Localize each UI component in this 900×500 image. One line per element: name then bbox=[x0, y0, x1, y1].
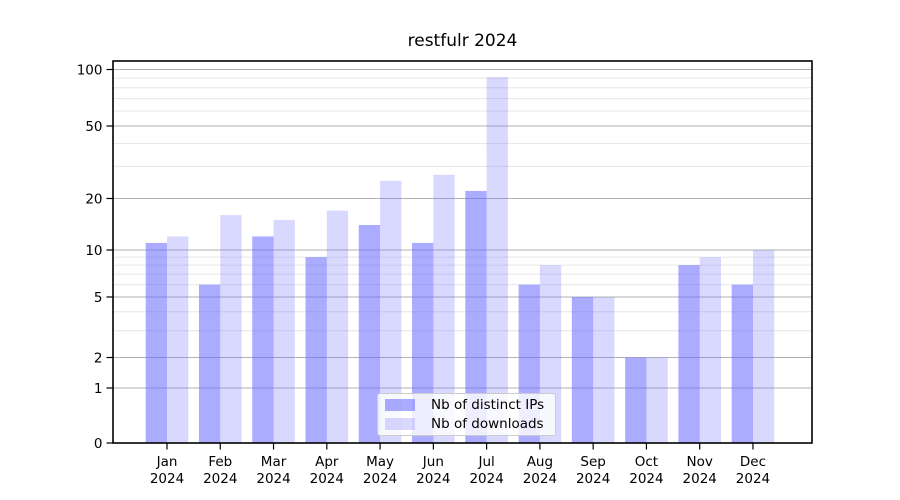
bar-ips-apr bbox=[305, 257, 327, 443]
bar-downloads-mar bbox=[273, 219, 295, 443]
x-tick-label-year-oct: 2024 bbox=[629, 471, 663, 487]
bar-downloads-nov bbox=[699, 257, 721, 443]
bar-downloads-apr bbox=[326, 210, 349, 443]
y-tick-label-0: 0 bbox=[94, 436, 103, 452]
legend-label-downloads: Nb of downloads bbox=[431, 416, 544, 432]
bar-ips-feb bbox=[198, 284, 221, 443]
y-tick-label-50: 50 bbox=[85, 119, 102, 135]
legend-label-distinct-ips: Nb of distinct IPs bbox=[431, 397, 545, 413]
bar-downloads-dec bbox=[752, 250, 775, 443]
bar-downloads-jun bbox=[433, 174, 455, 444]
bar-downloads-sep bbox=[593, 297, 615, 443]
bar-ips-oct bbox=[625, 357, 647, 443]
bar-downloads-jul bbox=[486, 77, 508, 444]
bar-downloads-may bbox=[380, 180, 402, 444]
legend-item-distinct-ips: Nb of distinct IPs bbox=[385, 397, 555, 413]
x-tick-label-year-aug: 2024 bbox=[523, 471, 557, 487]
bar-ips-mar bbox=[252, 236, 274, 443]
bar-ips-jun bbox=[412, 242, 434, 443]
x-tick-label-month-oct: Oct bbox=[635, 454, 658, 470]
x-tick-label-month-jun: Jun bbox=[422, 454, 444, 470]
x-tick-label-month-jul: Jul bbox=[477, 454, 494, 470]
bar-ips-jul bbox=[465, 190, 487, 443]
x-tick-label-month-mar: Mar bbox=[261, 454, 287, 470]
legend-swatch-distinct-ips bbox=[385, 399, 415, 411]
plot-border bbox=[112, 60, 813, 444]
y-tick-label-20: 20 bbox=[85, 191, 102, 207]
x-tick-label-year-nov: 2024 bbox=[683, 471, 717, 487]
x-tick-label-month-nov: Nov bbox=[687, 454, 713, 470]
x-tick-label-year-feb: 2024 bbox=[203, 471, 237, 487]
y-tick-label-5: 5 bbox=[94, 290, 103, 306]
x-tick-label-month-dec: Dec bbox=[740, 454, 766, 470]
legend: Nb of distinct IPs Nb of downloads bbox=[377, 393, 556, 436]
chart-title: restfulr 2024 bbox=[407, 31, 518, 51]
x-tick-label-year-mar: 2024 bbox=[256, 471, 290, 487]
bar-ips-nov bbox=[678, 265, 700, 443]
x-tick-label-month-jan: Jan bbox=[156, 454, 178, 470]
y-tick-label-100: 100 bbox=[77, 62, 103, 78]
bar-ips-jan bbox=[145, 242, 167, 443]
bar-downloads-feb bbox=[220, 215, 242, 443]
bar-downloads-jan bbox=[167, 236, 189, 443]
x-tick-label-year-apr: 2024 bbox=[310, 471, 344, 487]
x-tick-label-year-jul: 2024 bbox=[469, 471, 503, 487]
bar-downloads-oct bbox=[646, 357, 668, 443]
legend-swatch-downloads bbox=[385, 418, 415, 430]
x-tick-label-month-feb: Feb bbox=[208, 454, 232, 470]
bar-ips-sep bbox=[571, 297, 594, 443]
bar-ips-may bbox=[358, 225, 381, 443]
x-tick-label-month-sep: Sep bbox=[580, 454, 605, 470]
y-tick-label-2: 2 bbox=[94, 350, 103, 366]
x-tick-label-year-dec: 2024 bbox=[736, 471, 770, 487]
x-tick-label-year-jun: 2024 bbox=[416, 471, 450, 487]
y-tick-label-10: 10 bbox=[85, 243, 102, 259]
x-tick-label-year-jan: 2024 bbox=[150, 471, 184, 487]
x-tick-label-year-may: 2024 bbox=[363, 471, 397, 487]
legend-item-downloads: Nb of downloads bbox=[385, 416, 555, 432]
y-tick-label-1: 1 bbox=[94, 381, 103, 397]
bar-ips-dec bbox=[731, 284, 753, 443]
x-tick-label-month-aug: Aug bbox=[527, 454, 553, 470]
x-tick-label-month-apr: Apr bbox=[315, 454, 339, 470]
x-tick-label-year-sep: 2024 bbox=[576, 471, 610, 487]
x-tick-label-month-may: May bbox=[366, 454, 394, 470]
